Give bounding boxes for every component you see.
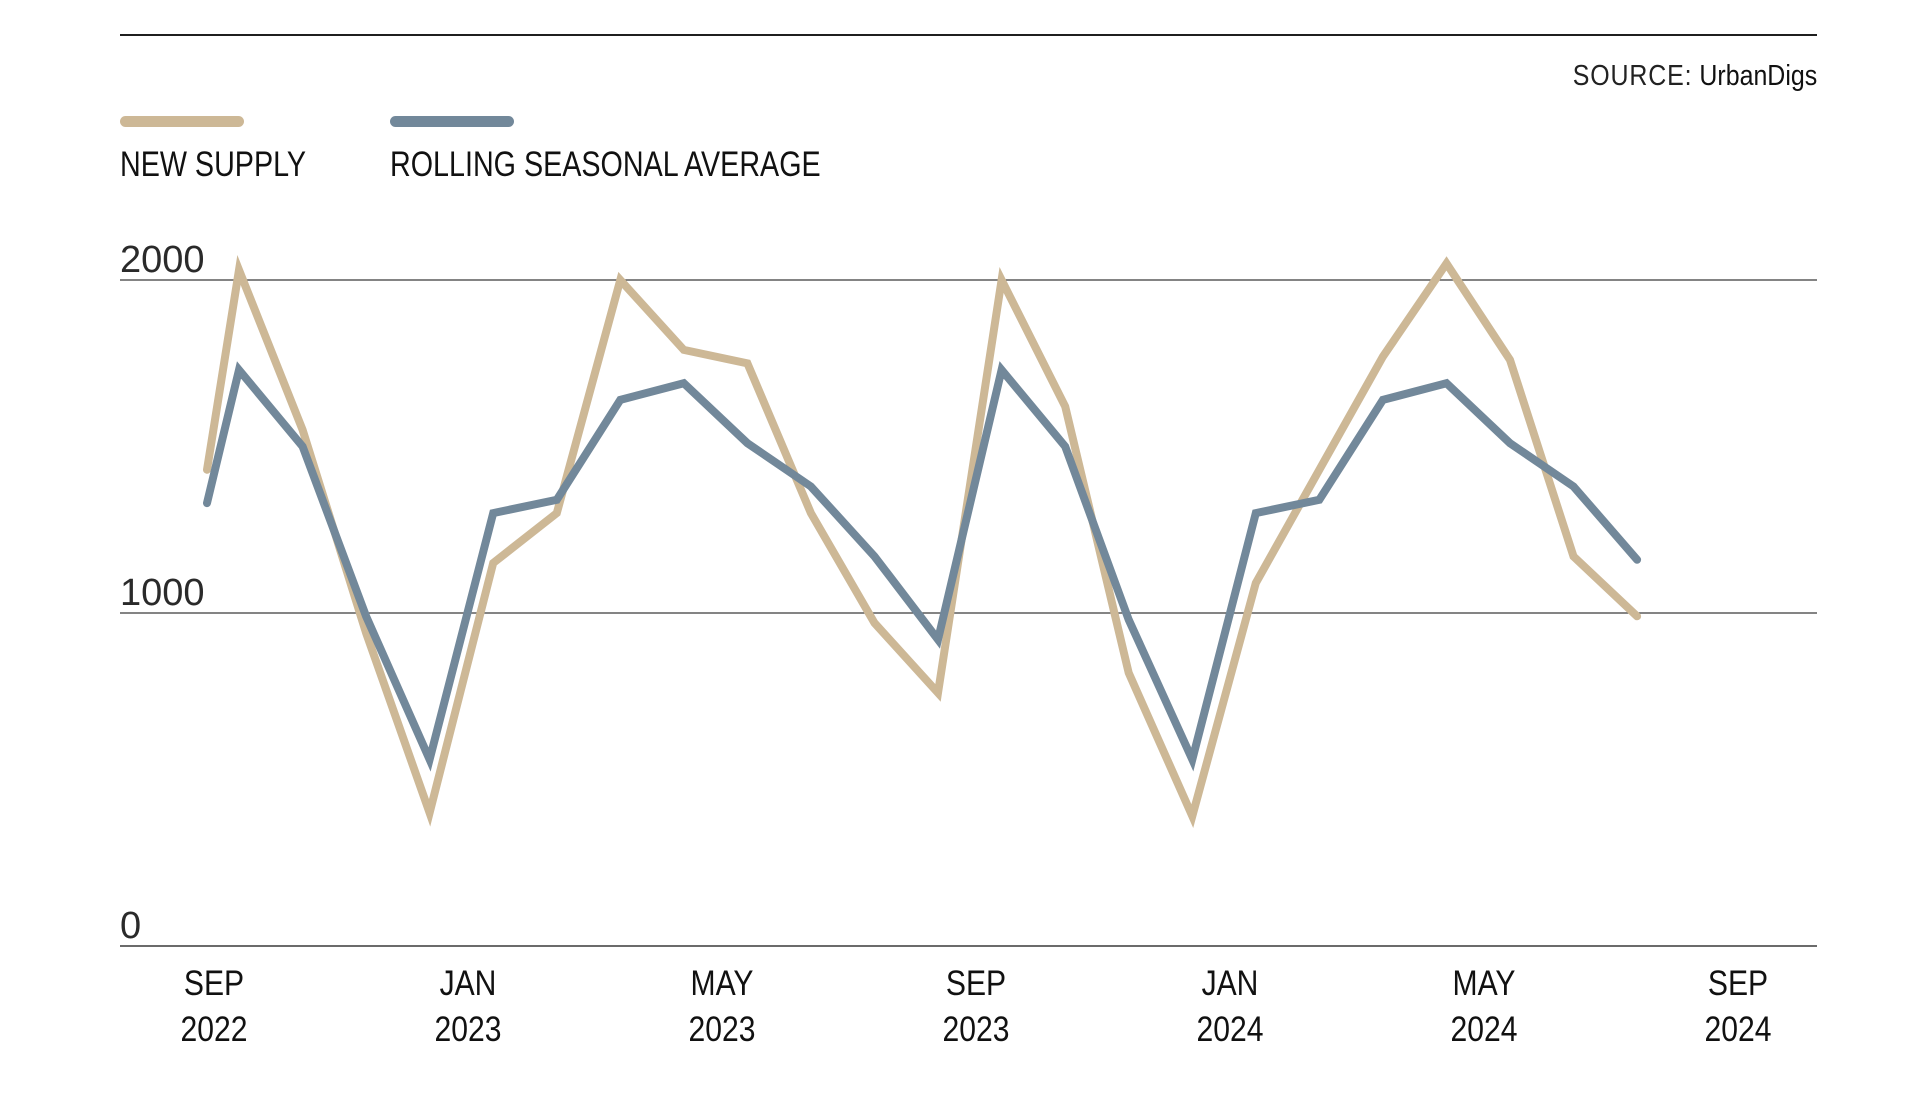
x-tick-label-jan-2024: JAN xyxy=(1202,963,1259,1003)
source-value: UrbanDigs xyxy=(1699,60,1817,92)
rolling-average-line xyxy=(203,361,1642,772)
y-tick-label-0: 0 xyxy=(120,905,141,947)
x-tick-year-may-2023: 2023 xyxy=(689,1009,756,1049)
x-tick-label-may-2023: MAY xyxy=(691,963,754,1003)
x-tick-label-sep-2024: SEP xyxy=(1708,963,1768,1003)
x-tick-year-sep-2024: 2024 xyxy=(1705,1009,1772,1049)
legend-label-new-supply: NEW SUPPLY xyxy=(120,145,307,184)
x-tick-label-may-2024: MAY xyxy=(1453,963,1516,1003)
y-tick-label-1000: 1000 xyxy=(120,572,205,614)
legend-label-rolling-average: ROLLING SEASONAL AVERAGE xyxy=(390,145,821,184)
source-credit: SOURCE: UrbanDigs xyxy=(1573,60,1817,93)
x-tick-year-jan-2023: 2023 xyxy=(435,1009,502,1049)
legend-swatch-new-supply xyxy=(120,116,244,127)
x-tick-label-sep-2023: SEP xyxy=(946,963,1006,1003)
source-label: SOURCE: xyxy=(1572,60,1693,92)
legend-item-new-supply: NEW SUPPLY xyxy=(120,116,347,185)
x-tick-year-sep-2022: 2022 xyxy=(181,1009,248,1049)
legend-swatch-rolling-average xyxy=(390,116,514,127)
top-rule xyxy=(120,34,1817,36)
x-tick-year-sep-2023: 2023 xyxy=(943,1009,1010,1049)
new-supply-line xyxy=(203,255,1642,828)
x-tick-year-jan-2024: 2024 xyxy=(1197,1009,1264,1049)
x-tick-year-may-2024: 2024 xyxy=(1451,1009,1518,1049)
y-tick-label-2000: 2000 xyxy=(120,239,205,281)
x-tick-label-sep-2022: SEP xyxy=(184,963,244,1003)
legend-item-rolling-average: ROLLING SEASONAL AVERAGE xyxy=(390,116,915,185)
x-tick-label-jan-2023: JAN xyxy=(440,963,497,1003)
